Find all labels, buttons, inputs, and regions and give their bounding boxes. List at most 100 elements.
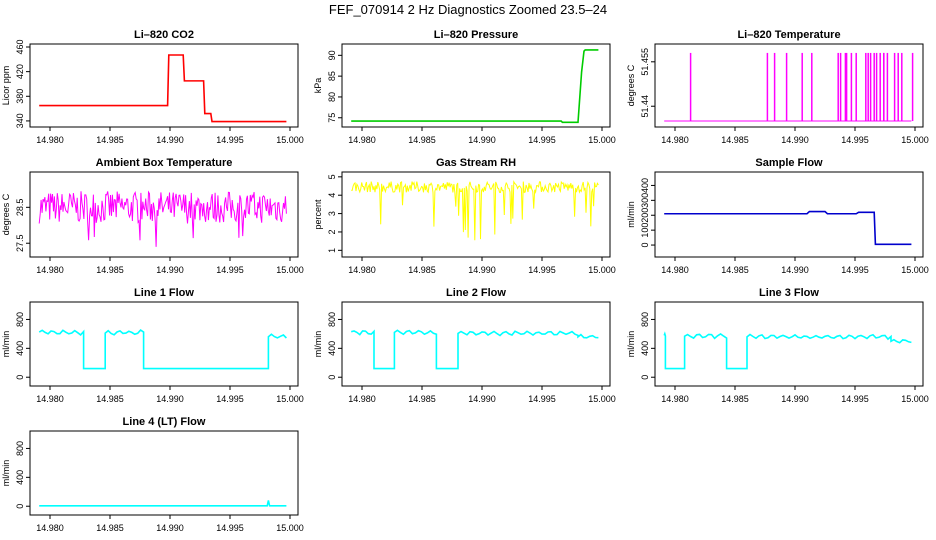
- chart-title: Line 3 Flow: [759, 287, 819, 299]
- y-tick-label: 0: [327, 375, 337, 380]
- y-axis-label: kPa: [313, 78, 323, 94]
- x-tick-label: 15.000: [276, 135, 304, 145]
- x-tick-label: 14.995: [528, 394, 556, 404]
- plot-frame: [29, 430, 299, 516]
- y-tick-label: 800: [15, 312, 25, 327]
- y-tick-label: 400: [640, 178, 650, 193]
- y-axis-label: ml/min: [1, 331, 11, 358]
- x-tick-label: 15.000: [901, 265, 929, 275]
- x-tick-label: 14.980: [36, 523, 64, 533]
- y-tick-label: 51.44: [640, 95, 650, 118]
- x-tick-label: 14.985: [721, 394, 749, 404]
- x-tick-label: 14.980: [36, 265, 64, 275]
- y-tick-label: 200: [640, 208, 650, 223]
- y-tick-label: 400: [327, 341, 337, 356]
- x-tick-label: 14.985: [96, 523, 124, 533]
- x-tick-label: 14.980: [36, 394, 64, 404]
- y-tick-label: 51.455: [640, 48, 650, 76]
- chart-title: Line 1 Flow: [134, 287, 194, 299]
- y-axis-label: degrees C: [1, 193, 11, 235]
- chart-panel-9: Line 3 Flow ml/min 0 400 800 14.980 14.985 14.9…: [626, 287, 929, 404]
- y-tick-label: 380: [15, 89, 25, 104]
- y-tick-label: 90: [327, 50, 337, 60]
- x-tick-label: 14.980: [661, 135, 689, 145]
- y-tick-label: 0: [640, 243, 650, 248]
- x-tick-label: 14.995: [216, 135, 244, 145]
- y-tick-label: 2: [327, 229, 337, 234]
- x-tick-label: 14.990: [156, 265, 184, 275]
- chart-panel-8: Line 2 Flow ml/min 0 400 800 14.980 14.985 14.9…: [313, 287, 616, 404]
- y-tick-label: 85: [327, 71, 337, 81]
- x-tick-label: 15.000: [901, 394, 929, 404]
- chart-title: Li–820 Temperature: [737, 29, 840, 41]
- x-tick-label: 14.995: [528, 135, 556, 145]
- x-tick-label: 14.995: [841, 265, 869, 275]
- y-tick-label: 28.5: [15, 199, 25, 217]
- x-tick-label: 14.980: [348, 135, 376, 145]
- chart-panel-7: Line 1 Flow ml/min 0 400 800 14.980 14.985 14.9…: [1, 287, 304, 404]
- y-tick-label: 400: [640, 341, 650, 356]
- plot-frame: [29, 301, 299, 387]
- chart-title: Sample Flow: [755, 157, 823, 169]
- chart-title: Li–820 Pressure: [434, 29, 518, 41]
- x-tick-label: 14.985: [96, 135, 124, 145]
- y-tick-label: 400: [15, 470, 25, 485]
- y-axis-label: ml/min: [313, 331, 323, 358]
- chart-title: Line 4 (LT) Flow: [123, 416, 206, 428]
- data-series-line: [351, 329, 599, 370]
- chart-title: Ambient Box Temperature: [96, 157, 233, 169]
- plot-frame: [29, 43, 299, 128]
- data-series-line: [38, 190, 287, 247]
- chart-title: Gas Stream RH: [436, 157, 516, 169]
- x-tick-label: 14.985: [721, 135, 749, 145]
- y-tick-label: 420: [15, 64, 25, 79]
- y-tick-label: 300: [640, 193, 650, 208]
- y-tick-label: 800: [327, 312, 337, 327]
- plot-frame: [654, 301, 924, 387]
- y-tick-label: 400: [15, 341, 25, 356]
- y-axis-label: degrees C: [626, 64, 636, 106]
- x-tick-label: 14.990: [468, 265, 496, 275]
- data-series-line: [351, 49, 599, 124]
- y-tick-label: 3: [327, 211, 337, 216]
- y-tick-label: 75: [327, 113, 337, 123]
- x-tick-label: 14.995: [216, 394, 244, 404]
- data-series-line: [663, 331, 912, 370]
- x-tick-label: 14.990: [468, 394, 496, 404]
- x-tick-label: 15.000: [588, 394, 616, 404]
- x-tick-label: 14.985: [721, 265, 749, 275]
- y-tick-label: 5: [327, 174, 337, 179]
- y-tick-label: 800: [640, 312, 650, 327]
- x-tick-label: 14.995: [841, 135, 869, 145]
- data-series-line: [664, 210, 912, 246]
- x-tick-label: 14.995: [216, 523, 244, 533]
- data-series-line: [39, 54, 287, 123]
- x-tick-label: 15.000: [901, 135, 929, 145]
- y-axis-label: ml/min: [626, 331, 636, 358]
- x-tick-label: 14.985: [96, 265, 124, 275]
- x-tick-label: 15.000: [276, 523, 304, 533]
- chart-panel-2: Li–820 Pressure kPa 75 80 85 90 14.980 14.985 14…: [313, 29, 616, 145]
- x-tick-label: 14.990: [156, 394, 184, 404]
- y-axis-label: Licor ppm: [1, 66, 11, 106]
- y-tick-label: 340: [15, 113, 25, 128]
- y-tick-label: 800: [15, 441, 25, 456]
- x-tick-label: 14.980: [36, 135, 64, 145]
- y-tick-label: 4: [327, 193, 337, 198]
- x-tick-label: 14.980: [661, 265, 689, 275]
- data-series-line: [38, 329, 287, 370]
- x-tick-label: 14.980: [348, 394, 376, 404]
- plot-frame: [654, 171, 924, 258]
- x-tick-label: 14.985: [408, 394, 436, 404]
- x-tick-label: 14.985: [408, 265, 436, 275]
- chart-title: Li–820 CO2: [134, 29, 194, 41]
- plot-frame: [341, 171, 611, 258]
- data-series-line: [351, 179, 599, 241]
- x-tick-label: 14.985: [408, 135, 436, 145]
- x-tick-label: 14.990: [468, 135, 496, 145]
- y-axis-label: ml/min: [1, 460, 11, 487]
- y-tick-label: 0: [15, 504, 25, 509]
- plot-frame: [341, 43, 611, 128]
